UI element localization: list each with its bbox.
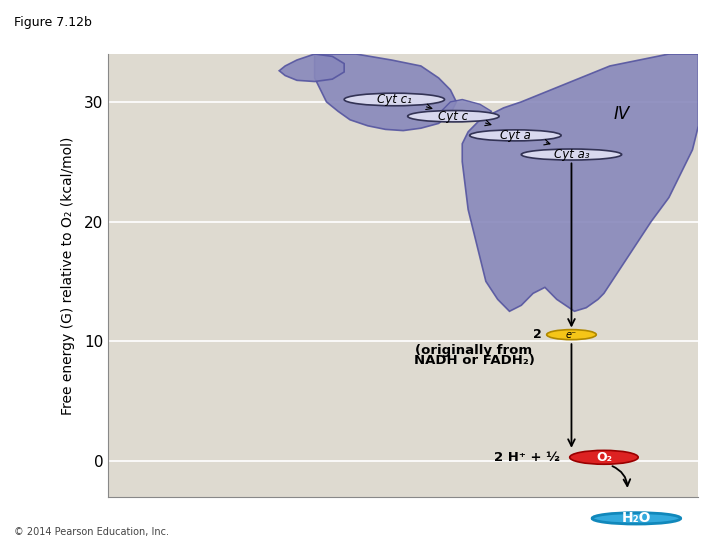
Polygon shape (315, 54, 456, 131)
Text: e⁻: e⁻ (566, 329, 577, 340)
Text: NADH or FADH₂): NADH or FADH₂) (413, 354, 534, 367)
Text: 2 H⁺ + ½: 2 H⁺ + ½ (494, 451, 559, 464)
Text: Cyt c₁: Cyt c₁ (377, 93, 412, 106)
Ellipse shape (344, 93, 444, 106)
Circle shape (570, 450, 638, 464)
Text: Cyt c: Cyt c (438, 110, 469, 123)
Ellipse shape (469, 130, 561, 141)
Text: 2: 2 (533, 328, 541, 341)
Text: Cyt a: Cyt a (500, 129, 531, 142)
Text: O₂: O₂ (596, 451, 612, 464)
Ellipse shape (408, 111, 499, 122)
Text: (originally from: (originally from (415, 343, 533, 356)
Circle shape (546, 329, 596, 340)
Polygon shape (438, 99, 492, 120)
Ellipse shape (521, 149, 621, 160)
Text: Cyt a₃: Cyt a₃ (554, 148, 589, 161)
Ellipse shape (592, 512, 680, 524)
Text: Figure 7.12b: Figure 7.12b (14, 16, 92, 29)
Y-axis label: Free energy (G) relative to O₂ (kcal/mol): Free energy (G) relative to O₂ (kcal/mol… (61, 136, 76, 415)
Text: IV: IV (613, 105, 630, 123)
Polygon shape (279, 54, 344, 82)
Text: H₂O: H₂O (621, 511, 651, 525)
Text: © 2014 Pearson Education, Inc.: © 2014 Pearson Education, Inc. (14, 527, 169, 537)
Polygon shape (462, 54, 698, 311)
